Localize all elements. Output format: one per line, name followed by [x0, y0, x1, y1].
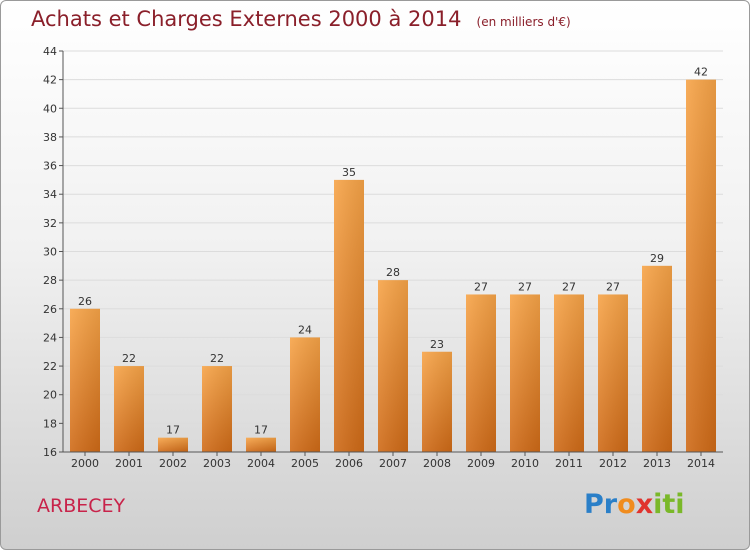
y-tick-label: 34: [43, 188, 57, 201]
logo-letter: r: [603, 489, 618, 520]
y-tick-label: 20: [43, 389, 57, 402]
bar-shade: [334, 179, 364, 452]
commune-name: ARBECEY: [37, 495, 126, 517]
bar-shade: [378, 280, 408, 452]
bar-shade: [70, 308, 100, 452]
x-tick-label: 2002: [159, 457, 187, 470]
bar-shade: [466, 294, 496, 452]
x-tick-label: 2011: [555, 457, 583, 470]
logo-letter: o: [617, 489, 636, 520]
data-labels: 26 22 17 22 17 24 35 28 23 27 27 27 27 29 42: [78, 66, 708, 437]
data-label: 26: [78, 295, 92, 308]
proxiti-logo: Proxiti: [584, 489, 685, 520]
data-label: 27: [606, 280, 620, 293]
y-tick-label: 40: [43, 102, 57, 115]
data-label: 28: [386, 266, 400, 279]
x-tick-label: 2004: [247, 457, 275, 470]
logo-letter: i: [675, 489, 685, 520]
x-tick-label: 2009: [467, 457, 495, 470]
data-label: 27: [562, 280, 576, 293]
y-tick-label: 32: [43, 217, 57, 230]
x-tick-label: 2003: [203, 457, 231, 470]
bar-shade: [642, 265, 672, 452]
y-tick-label: 38: [43, 131, 57, 144]
y-tick-label: 18: [43, 417, 57, 430]
logo-letter: x: [635, 489, 654, 520]
data-label: 24: [298, 323, 312, 336]
x-tick-label: 2012: [599, 457, 627, 470]
bar-shade: [510, 294, 540, 452]
data-label: 17: [254, 424, 268, 437]
x-tick-label: 2001: [115, 457, 143, 470]
bars: [70, 79, 716, 453]
bar-shade: [554, 294, 584, 452]
y-tick-label: 44: [43, 45, 57, 58]
bar-shade: [114, 366, 144, 452]
bar-shade: [158, 437, 188, 452]
bar-shade: [246, 437, 276, 452]
x-tick-label: 2007: [379, 457, 407, 470]
x-tick-label: 2013: [643, 457, 671, 470]
data-label: 42: [694, 66, 708, 79]
x-tick-label: 2014: [687, 457, 715, 470]
y-tick-label: 22: [43, 360, 57, 373]
y-tick-label: 36: [43, 160, 57, 173]
logo-letter: i: [653, 489, 663, 520]
y-tick-label: 16: [43, 446, 57, 459]
data-label: 29: [650, 252, 664, 265]
data-label: 35: [342, 166, 356, 179]
data-label: 17: [166, 424, 180, 437]
data-label: 22: [210, 352, 224, 365]
y-tick-label: 42: [43, 74, 57, 87]
y-tick-label: 24: [43, 331, 57, 344]
logo-letter: t: [662, 489, 676, 520]
chart-title: Achats et Charges Externes 2000 à 2014: [31, 7, 462, 31]
title-block: Achats et Charges Externes 2000 à 2014 (…: [31, 7, 571, 31]
bar-shade: [202, 366, 232, 452]
chart-subtitle: (en milliers d'€): [476, 15, 571, 29]
logo-letter: P: [584, 489, 604, 520]
data-label: 27: [518, 280, 532, 293]
axes: 16 18 20 22 24 26 28 30 32 34 36 38 40 42 44 2000 2001 20…: [43, 45, 723, 470]
x-tick-label: 2008: [423, 457, 451, 470]
bar-shade: [598, 294, 628, 452]
data-label: 22: [122, 352, 136, 365]
bar-shade: [686, 79, 716, 453]
x-tick-label: 2005: [291, 457, 319, 470]
bar-shade: [422, 351, 452, 452]
data-label: 23: [430, 338, 444, 351]
y-tick-label: 30: [43, 246, 57, 259]
data-label: 27: [474, 280, 488, 293]
bar-shade: [290, 337, 320, 452]
x-tick-label: 2006: [335, 457, 363, 470]
y-tick-label: 26: [43, 303, 57, 316]
y-tick-label: 28: [43, 274, 57, 287]
x-tick-label: 2010: [511, 457, 539, 470]
x-tick-label: 2000: [71, 457, 99, 470]
